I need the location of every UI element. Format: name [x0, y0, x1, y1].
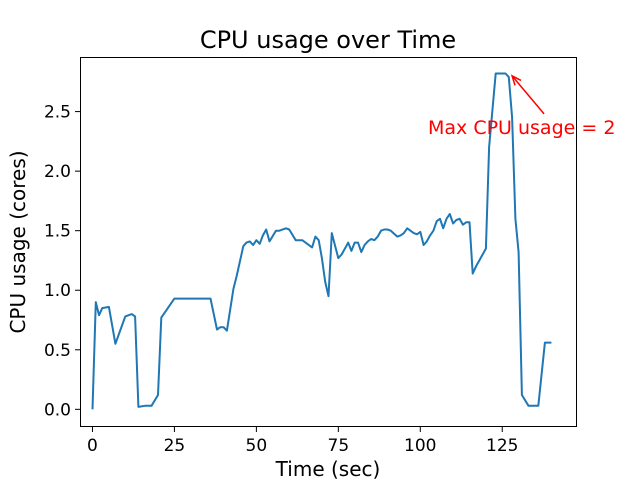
x-tick-label: 100	[404, 436, 436, 456]
chart-title: CPU usage over Time	[200, 26, 456, 54]
y-tick-label: 2.5	[44, 103, 71, 123]
y-axis-ticks: 0.0 0.5 1.0 1.5 2.0 2.5	[44, 103, 81, 420]
y-tick-label: 2.0	[44, 162, 71, 182]
y-axis-label: CPU usage (cores)	[6, 150, 30, 333]
x-axis-ticks: 0 25 50 75 100 125	[87, 426, 518, 456]
y-tick-label: 0.5	[44, 341, 71, 361]
x-axis-label: Time (sec)	[275, 457, 381, 480]
max-cpu-annotation: Max CPU usage = 2	[428, 117, 615, 139]
x-tick-label: 75	[328, 436, 350, 456]
y-tick-label: 1.0	[44, 281, 71, 301]
x-tick-label: 50	[246, 436, 268, 456]
y-tick-label: 0.0	[44, 400, 71, 420]
annotation-arrow	[511, 75, 545, 115]
x-tick-label: 125	[486, 436, 518, 456]
annotation-arrowhead	[510, 74, 522, 86]
cpu-usage-line	[91, 72, 552, 410]
y-tick-label: 1.5	[44, 222, 71, 242]
x-tick-label: 25	[164, 436, 186, 456]
plot-area-frame	[80, 57, 577, 427]
x-tick-label: 0	[87, 436, 98, 456]
